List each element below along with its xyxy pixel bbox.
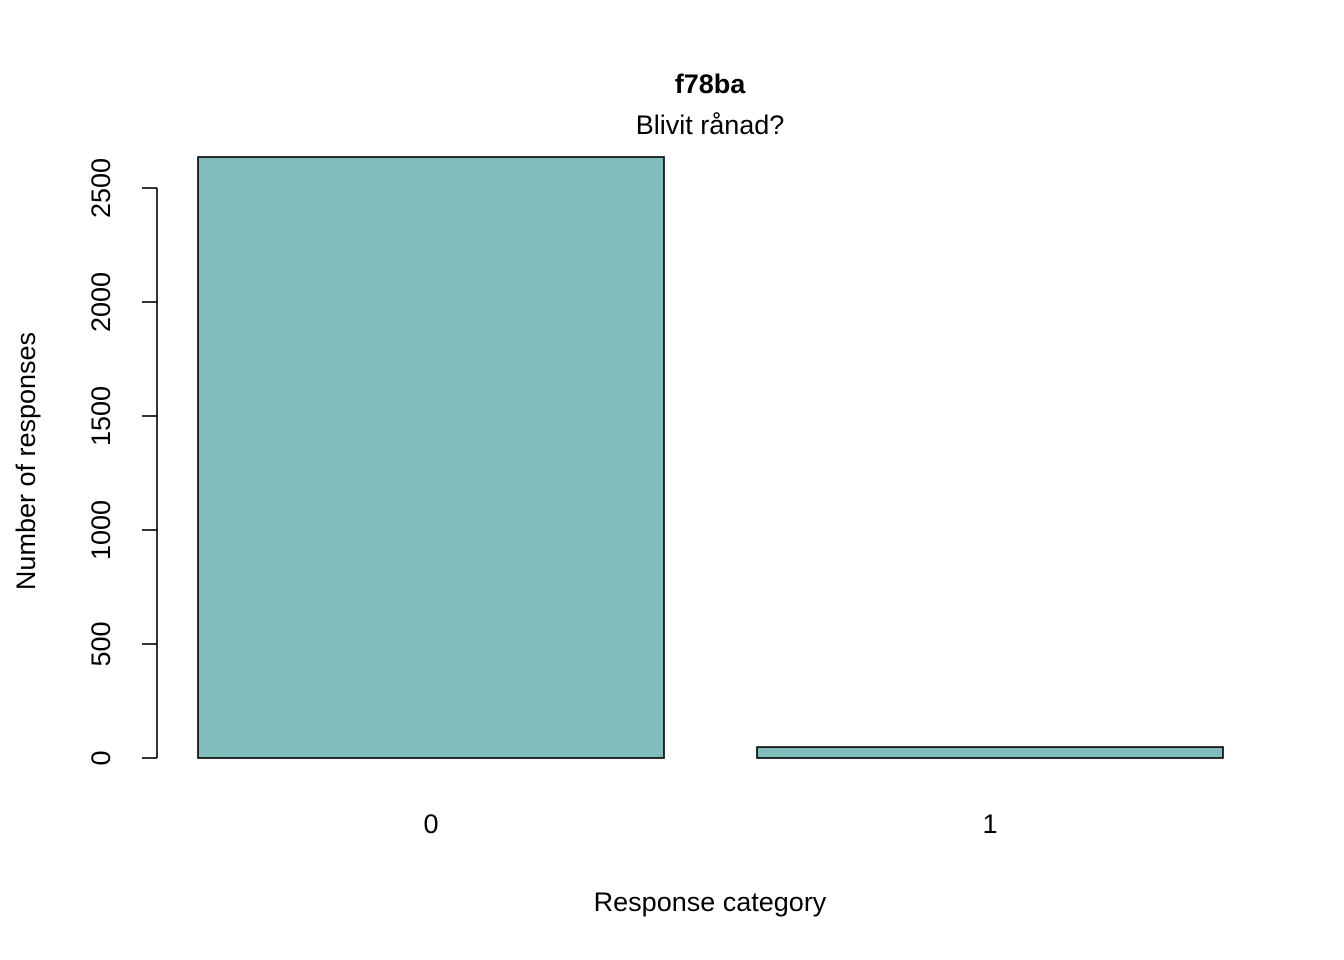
x-tick-label: 0: [423, 809, 438, 839]
chart-title: f78ba: [675, 69, 747, 99]
x-tick-label: 1: [982, 809, 997, 839]
bars-group: [197, 156, 1224, 759]
y-tick-label: 500: [86, 621, 116, 666]
y-tick-label: 1500: [86, 386, 116, 446]
y-tick-label: 0: [86, 750, 116, 765]
y-axis: 0 500 1000 1500 2000 2500: [86, 158, 158, 766]
bar: [197, 156, 665, 759]
x-axis-label: Response category: [594, 887, 827, 917]
y-tick-label: 2000: [86, 272, 116, 332]
y-tick-label: 1000: [86, 500, 116, 560]
y-tick-label: 2500: [86, 158, 116, 218]
y-axis-label: Number of responses: [11, 332, 41, 590]
bar: [756, 746, 1224, 759]
chart-subtitle: Blivit rånad?: [636, 110, 785, 140]
